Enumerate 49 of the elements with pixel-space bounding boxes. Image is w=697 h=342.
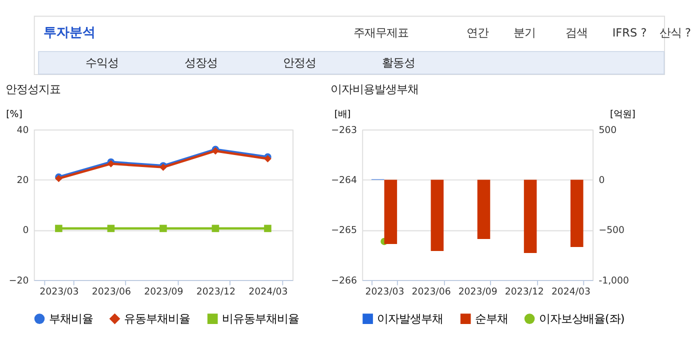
- y-tick-label: 0: [22, 225, 29, 236]
- legend-label: 이자발생부채: [377, 312, 444, 326]
- x-tick-label: 2023/09: [458, 286, 498, 298]
- x-tick-label: 2024/03: [551, 286, 590, 298]
- text: 수익성: [86, 56, 119, 70]
- text: 활동성: [382, 56, 415, 70]
- x-tick-label: 2023/03: [40, 286, 79, 298]
- y-tick-label: −265: [331, 225, 357, 236]
- y-axis-title: [%]: [6, 108, 22, 120]
- legend-label: 부채비율: [48, 312, 93, 326]
- text: 연간: [466, 26, 489, 40]
- point: [107, 224, 115, 232]
- y2-tick-label: 500: [598, 124, 617, 136]
- legend-label: 순부채: [475, 312, 508, 326]
- y2-axis-title: [억원]: [610, 108, 636, 120]
- text: 검색: [565, 26, 588, 40]
- x-tick-label: 2023/03: [365, 286, 404, 298]
- point: [212, 224, 220, 232]
- text: 분기: [514, 26, 536, 40]
- legend-label: 이자보상배율(좌): [538, 312, 625, 326]
- text: IFRS ?: [612, 26, 647, 40]
- point: [160, 224, 167, 232]
- text: 산식 ?: [659, 26, 691, 40]
- text: 성장성: [184, 56, 218, 70]
- y-tick-label: 40: [16, 124, 29, 136]
- x-tick-label: 2023/06: [412, 286, 451, 298]
- y-tick-label: −20: [8, 275, 29, 286]
- x-tick-label: 2023/06: [92, 286, 131, 298]
- legend-label: 유동부채비율: [124, 312, 190, 326]
- y-tick-label: −266: [331, 275, 357, 286]
- chart-title: 이자비용발생부채: [330, 82, 419, 96]
- y-tick-label: 20: [16, 175, 29, 186]
- y2-tick-label: -1,000: [598, 275, 630, 286]
- x-tick-label: 2024/03: [248, 286, 288, 298]
- y2-tick-label: 0: [598, 175, 605, 186]
- chart-title: 안정성지표: [6, 82, 61, 96]
- text: 주재무제표: [354, 26, 409, 40]
- point: [264, 224, 272, 232]
- x-tick-label: 2023/09: [144, 286, 184, 298]
- y-tick-label: −263: [331, 124, 357, 136]
- text: 투자분석: [43, 25, 96, 40]
- text: 안정성: [283, 56, 316, 70]
- x-tick-label: 2023/12: [196, 286, 236, 298]
- y-tick-label: −264: [331, 175, 357, 186]
- y-axis-title: [배]: [334, 108, 351, 120]
- point: [55, 224, 62, 232]
- legend-label: 비유동부채비율: [222, 312, 299, 326]
- x-tick-label: 2023/12: [504, 286, 544, 298]
- y2-tick-label: −500: [598, 225, 625, 236]
